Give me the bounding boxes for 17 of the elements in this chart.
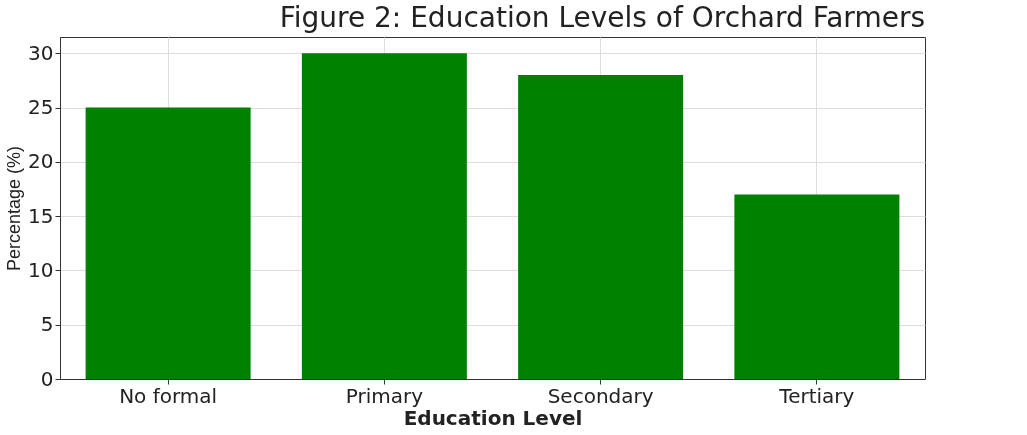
x-tick-label: No formal bbox=[119, 383, 218, 408]
y-axis-title: Percentage (%) bbox=[4, 145, 25, 272]
chart-title: Figure 2: Education Levels of Orchard Farmers bbox=[279, 1, 925, 34]
bar bbox=[301, 53, 467, 379]
bar bbox=[85, 107, 251, 379]
y-tick-label: 0 bbox=[40, 366, 54, 391]
y-tick-label: 5 bbox=[40, 312, 54, 337]
bar bbox=[518, 75, 684, 379]
x-tick-label: Primary bbox=[345, 383, 424, 408]
y-tick-label: 25 bbox=[28, 95, 54, 120]
x-tick-label: Tertiary bbox=[778, 383, 855, 408]
bar bbox=[734, 194, 900, 379]
x-tick-label: Secondary bbox=[547, 383, 654, 408]
y-tick-label: 20 bbox=[28, 149, 54, 174]
y-tick-label: 15 bbox=[28, 203, 54, 228]
y-tick-label: 10 bbox=[28, 257, 54, 282]
y-tick-label: 30 bbox=[28, 40, 54, 65]
